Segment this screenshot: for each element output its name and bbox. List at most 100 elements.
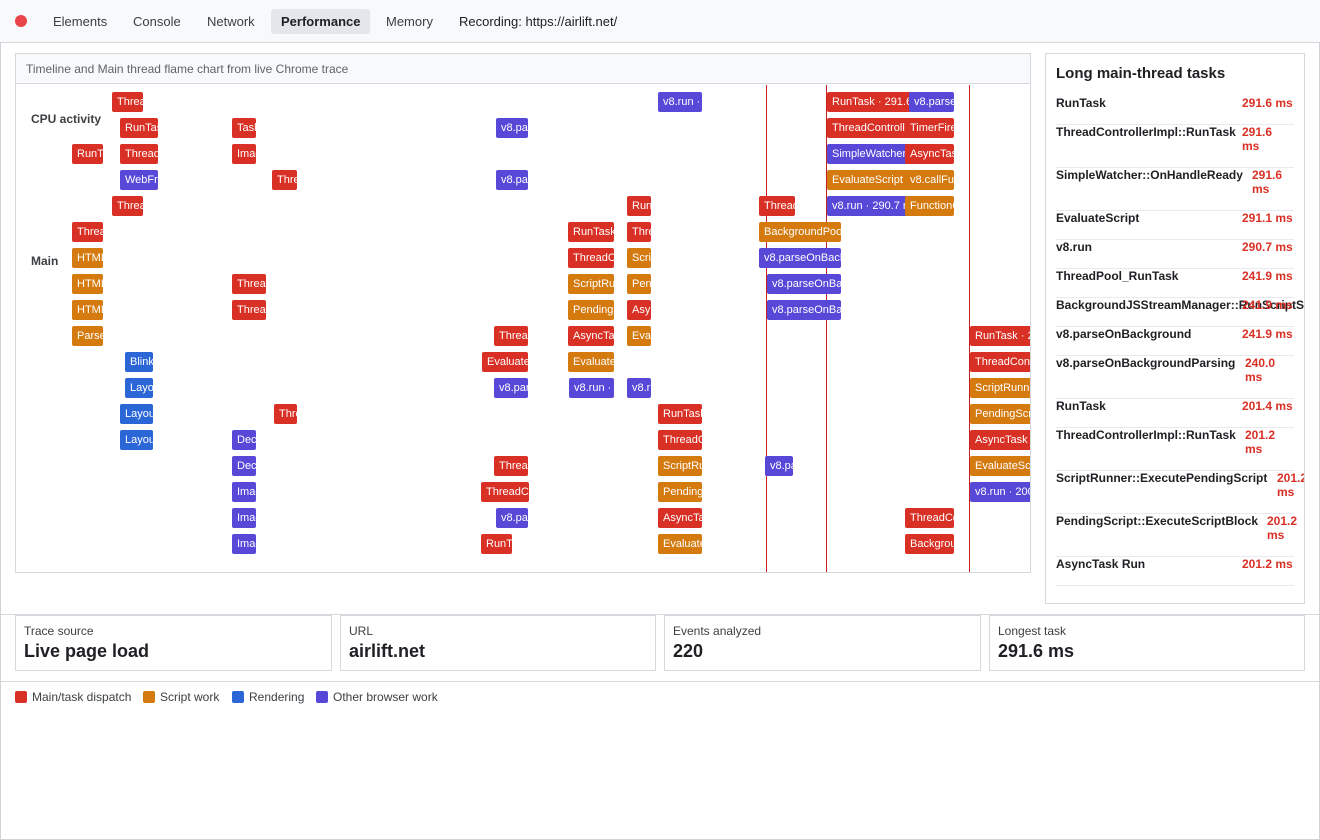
flame-block[interactable]: ThreadControllerImpl::RunTask [905, 508, 954, 528]
long-task-row[interactable]: ThreadControllerImpl::RunTask 201.2 ms [1056, 428, 1294, 471]
long-task-row[interactable]: v8.parseOnBackgroundParsing 240.0 ms [1056, 356, 1294, 399]
flame-block[interactable]: v8.run [627, 378, 651, 398]
flame-block[interactable]: v8.parseOnBackgroundParsing [765, 456, 793, 476]
flame-block[interactable]: ThreadControllerImpl::RunTask [272, 170, 297, 190]
flame-block[interactable]: Layout [120, 404, 153, 424]
flame-block[interactable]: ScriptRunner::ExecutePendingScript [970, 378, 1030, 398]
flame-block[interactable]: ThreadControllerImpl::RunTask [494, 326, 528, 346]
long-task-row[interactable]: ScriptRunner::ExecutePendingScript 201.2 … [1056, 471, 1304, 514]
flame-block[interactable]: Decode [232, 456, 256, 476]
flame-block[interactable]: AsyncTask [568, 326, 614, 346]
flame-block[interactable]: TimerFired [905, 118, 954, 138]
flame-block[interactable]: ThreadControllerImpl::RunTask [759, 196, 795, 216]
flame-block[interactable]: PendingScript [568, 300, 614, 320]
flame-block[interactable]: PendingScript [658, 482, 702, 502]
flame-block[interactable]: ThreadControllerImpl::RunTask [494, 456, 528, 476]
flame-block[interactable]: AsyncTask [658, 508, 702, 528]
flame-block[interactable]: BackgroundPool_RunTask [759, 222, 841, 242]
flame-block[interactable]: EvaluateScript [568, 352, 614, 372]
long-task-row[interactable]: PendingScript::ExecuteScriptBlock 201.2 m… [1056, 514, 1297, 557]
flame-block[interactable]: SimpleWatcher::OnHandleReady [827, 144, 911, 164]
flame-block[interactable]: RunTask · 201.4 ms [970, 326, 1030, 346]
tab-network[interactable]: Network [207, 14, 255, 29]
long-task-row[interactable]: BackgroundJSStreamManager::RunScriptStre… [1056, 298, 1304, 327]
flame-block[interactable]: PendingScript::ExecuteScriptBlock [970, 404, 1030, 424]
long-task-row[interactable]: ThreadPool_RunTask 241.9 ms [1056, 269, 1294, 298]
flame-block[interactable]: v8.parseOnBackground [767, 274, 841, 294]
flame-block[interactable]: ThreadControllerImpl::RunTask [112, 196, 143, 216]
flame-chart[interactable]: Timeline and Main thread flame chart fro… [15, 53, 1031, 573]
flame-block[interactable]: RunTask [481, 534, 512, 554]
flame-block[interactable]: v8.run · 290.7 ms [827, 196, 911, 216]
long-task-row[interactable]: AsyncTask Run 201.2 ms [1056, 557, 1294, 586]
flame-block[interactable]: RunTask · 291.6 ms [827, 92, 911, 112]
flame-block[interactable]: v8.parseOnBackground [767, 300, 841, 320]
tab-performance[interactable]: Performance [271, 9, 370, 34]
flame-block[interactable]: v8.parse [496, 508, 528, 528]
flame-block[interactable]: ThreadControllerImpl::RunTask [970, 352, 1030, 372]
flame-block[interactable]: Task [232, 118, 256, 138]
flame-block[interactable]: ThreadControllerImpl::RunTask [112, 92, 143, 112]
flame-block[interactable]: EvaluateScript [827, 170, 911, 190]
long-task-row[interactable]: RunTask 291.6 ms [1056, 96, 1294, 125]
flame-block[interactable]: RunTask [568, 222, 614, 242]
flame-block[interactable]: RunTask [120, 118, 158, 138]
flame-block[interactable]: AsyncTask Run [970, 430, 1030, 450]
flame-block[interactable]: Blink [125, 352, 153, 372]
flame-block[interactable]: v8.parse [496, 118, 528, 138]
flame-block[interactable]: ParseHTML [72, 326, 103, 346]
flame-block[interactable]: ThreadControllerImpl::RunTask [120, 144, 158, 164]
flame-block[interactable]: v8.parse [909, 92, 954, 112]
flame-block[interactable]: ScriptRunner [627, 248, 651, 268]
flame-block[interactable]: ImageDecode [232, 508, 256, 528]
long-task-row[interactable]: SimpleWatcher::OnHandleReady 291.6 ms [1056, 168, 1294, 211]
flame-block[interactable]: ScriptRunner [568, 274, 614, 294]
flame-block[interactable]: ImageDecode [232, 144, 256, 164]
flame-block[interactable]: v8.parse [496, 170, 528, 190]
flame-block[interactable]: WebFrame [120, 170, 158, 190]
flame-block[interactable]: ImageDecode [232, 534, 256, 554]
tab-memory[interactable]: Memory [386, 14, 433, 29]
flame-block[interactable]: ThreadControllerImpl::RunTask [568, 248, 614, 268]
flame-block[interactable]: ScriptRunner [658, 456, 702, 476]
flame-block[interactable]: Layout [125, 378, 153, 398]
flame-block[interactable]: ThreadControllerImpl::RunTask [232, 300, 266, 320]
flame-block[interactable]: PendingScript [627, 274, 651, 294]
flame-block[interactable]: v8.parse [494, 378, 528, 398]
flame-block[interactable]: ThreadControllerImpl::RunTask [232, 274, 266, 294]
flame-block[interactable]: ImageDecode [232, 482, 256, 502]
flame-block[interactable]: AsyncTask [905, 144, 954, 164]
flame-block[interactable]: v8.callFunction [905, 170, 954, 190]
flame-block[interactable]: HTMLDocumentParser [72, 248, 103, 268]
tab-elements[interactable]: Elements [53, 14, 108, 29]
flame-block[interactable]: RunTask [627, 196, 651, 216]
flame-block[interactable]: AsyncTask [627, 300, 651, 320]
flame-block[interactable]: Decode [232, 430, 256, 450]
record-icon[interactable] [15, 15, 27, 27]
flame-block[interactable]: HTMLParser [72, 300, 103, 320]
flame-block[interactable]: Evaluate [658, 534, 702, 554]
flame-block[interactable]: EvaluateScript [482, 352, 528, 372]
flame-block[interactable]: v8.parseOnBackground [759, 248, 841, 268]
long-task-row[interactable]: RunTask 201.4 ms [1056, 399, 1294, 428]
flame-block[interactable]: FunctionCall [905, 196, 954, 216]
long-task-row[interactable]: ThreadControllerImpl::RunTask 291.6 ms [1056, 125, 1294, 168]
long-task-row[interactable]: v8.run 290.7 ms [1056, 240, 1294, 269]
flame-block[interactable]: RunTask [72, 144, 103, 164]
flame-block[interactable]: HTMLParser [72, 274, 103, 294]
flame-block[interactable]: EvaluateScript [970, 456, 1030, 476]
flame-block[interactable]: RunTask [658, 404, 702, 424]
flame-block[interactable]: BackgroundCompile [905, 534, 954, 554]
flame-block[interactable]: EvaluateScript [627, 326, 651, 346]
flame-block[interactable]: ThreadControllerImpl::RunTask [827, 118, 911, 138]
long-task-row[interactable]: v8.parseOnBackground 241.9 ms [1056, 327, 1294, 356]
flame-block[interactable]: v8.run · 9 [658, 92, 702, 112]
flame-block[interactable]: ThreadControllerImpl::RunTask [274, 404, 297, 424]
flame-block[interactable]: v8.run · 200.9 ms [970, 482, 1030, 502]
flame-block[interactable]: ThreadControllerImpl::RunTask [72, 222, 103, 242]
flame-block[interactable]: ThreadControllerImpl::RunTask [481, 482, 529, 502]
long-task-row[interactable]: EvaluateScript 291.1 ms [1056, 211, 1294, 240]
tab-console[interactable]: Console [133, 14, 181, 29]
flame-block[interactable]: Layout [120, 430, 153, 450]
flame-block[interactable]: ThreadControllerImpl::RunTask [627, 222, 651, 242]
